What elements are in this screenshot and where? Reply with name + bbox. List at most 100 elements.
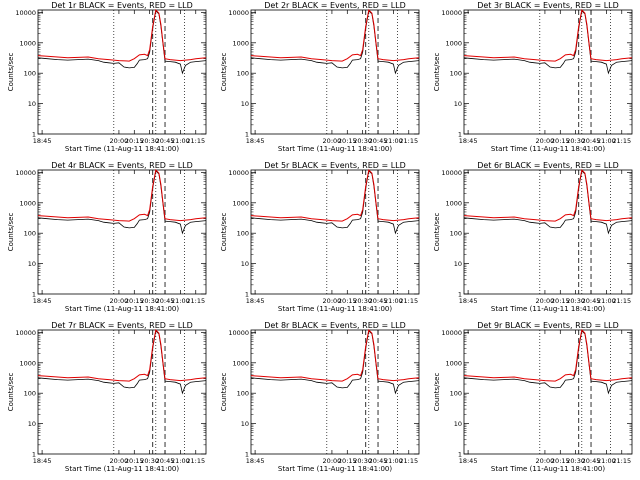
x-tick-label: 20:15 — [551, 457, 570, 465]
y-tick-label: 1000 — [445, 39, 462, 47]
x-axis-label: Start Time (11-Aug-11 18:41:00) — [278, 465, 392, 473]
y-tick-label: 10 — [28, 420, 36, 428]
y-tick-label: 100 — [237, 390, 249, 398]
y-tick-label: 1000 — [445, 199, 462, 207]
y-tick-label: 1 — [458, 131, 462, 139]
y-tick-label: 1 — [245, 451, 249, 459]
x-tick-label: 20:00 — [536, 137, 555, 145]
x-axis-label: Start Time (11-Aug-11 18:41:00) — [65, 145, 179, 153]
series-lld-line — [250, 328, 420, 382]
y-tick-label: 1000 — [19, 359, 36, 367]
series-lld-line — [463, 168, 633, 222]
x-tick-label: 20:30 — [566, 297, 585, 305]
x-tick-label: 18:45 — [459, 137, 478, 145]
x-tick-label: 21:15 — [186, 137, 205, 145]
panel-title: Det 1r BLACK = Events, RED = LLD — [51, 1, 193, 10]
y-tick-label: 100 — [24, 70, 36, 78]
x-tick-label: 20:00 — [110, 457, 129, 465]
x-tick-label: 20:45 — [156, 457, 175, 465]
y-tick-label: 10000 — [15, 9, 36, 17]
x-tick-label: 21:15 — [399, 457, 418, 465]
series-lld-line — [37, 168, 207, 222]
x-tick-label: 18:45 — [246, 137, 265, 145]
x-axis-label: Start Time (11-Aug-11 18:41:00) — [491, 465, 605, 473]
y-tick-label: 10000 — [15, 169, 36, 177]
chart-panel: Det 8r BLACK = Events, RED = LLD 1 10 100 10… — [220, 321, 420, 473]
x-tick-label: 20:45 — [369, 457, 388, 465]
y-axis-label: Counts/sec — [220, 373, 228, 412]
series-events-line — [37, 10, 207, 75]
y-tick-label: 100 — [237, 230, 249, 238]
series-events-line — [250, 170, 420, 235]
x-tick-label: 20:00 — [323, 297, 342, 305]
x-tick-label: 20:15 — [338, 457, 357, 465]
x-tick-label: 20:30 — [353, 457, 372, 465]
panel-title: Det 9r BLACK = Events, RED = LLD — [477, 321, 619, 330]
plot-frame — [463, 169, 633, 295]
x-tick-label: 21:15 — [612, 137, 631, 145]
x-tick-label: 21:00 — [384, 137, 403, 145]
x-tick-label: 18:45 — [246, 297, 265, 305]
chart-panel: Det 6r BLACK = Events, RED = LLD 1 10 100 10… — [433, 161, 633, 313]
x-tick-label: 20:15 — [125, 137, 144, 145]
panel-title: Det 8r BLACK = Events, RED = LLD — [264, 321, 406, 330]
x-tick-label: 20:45 — [156, 297, 175, 305]
x-tick-label: 20:15 — [125, 297, 144, 305]
x-tick-label: 18:45 — [33, 297, 52, 305]
x-tick-label: 18:45 — [246, 457, 265, 465]
chart-panel: Det 4r BLACK = Events, RED = LLD 1 10 100 10… — [7, 161, 207, 313]
x-tick-label: 21:00 — [597, 297, 616, 305]
x-axis-label: Start Time (11-Aug-11 18:41:00) — [491, 145, 605, 153]
series-events-line — [250, 10, 420, 75]
y-axis-label: Counts/sec — [220, 53, 228, 92]
series-lld-line — [463, 328, 633, 382]
plot-frame — [250, 169, 420, 295]
panel-title: Det 7r BLACK = Events, RED = LLD — [51, 321, 193, 330]
x-tick-label: 20:30 — [353, 137, 372, 145]
plot-frame — [250, 9, 420, 135]
x-tick-label: 20:45 — [582, 457, 601, 465]
y-tick-label: 10 — [454, 420, 462, 428]
x-axis-label: Start Time (11-Aug-11 18:41:00) — [491, 305, 605, 313]
y-tick-label: 100 — [24, 390, 36, 398]
y-tick-label: 100 — [24, 230, 36, 238]
y-tick-label: 1 — [458, 291, 462, 299]
y-tick-label: 1000 — [232, 39, 249, 47]
x-tick-label: 21:00 — [384, 457, 403, 465]
series-lld-line — [463, 8, 633, 62]
y-tick-label: 1 — [32, 131, 36, 139]
y-tick-label: 10000 — [441, 169, 462, 177]
x-tick-label: 20:15 — [338, 297, 357, 305]
x-tick-label: 21:15 — [612, 457, 631, 465]
series-events-line — [463, 10, 633, 75]
x-tick-label: 21:00 — [171, 457, 190, 465]
x-tick-label: 20:45 — [582, 137, 601, 145]
panel-title: Det 3r BLACK = Events, RED = LLD — [477, 1, 619, 10]
x-tick-label: 21:00 — [597, 457, 616, 465]
x-tick-label: 20:15 — [125, 457, 144, 465]
plot-frame — [37, 329, 207, 455]
y-tick-label: 10 — [241, 100, 249, 108]
x-tick-label: 20:00 — [110, 297, 129, 305]
y-tick-label: 1 — [32, 291, 36, 299]
y-axis-label: Counts/sec — [7, 53, 15, 92]
y-axis-label: Counts/sec — [7, 373, 15, 412]
x-tick-label: 21:15 — [186, 457, 205, 465]
y-tick-label: 100 — [450, 230, 462, 238]
x-tick-label: 20:15 — [551, 137, 570, 145]
y-tick-label: 10 — [28, 260, 36, 268]
y-axis-label: Counts/sec — [433, 53, 441, 92]
x-tick-label: 20:45 — [369, 137, 388, 145]
panel-title: Det 4r BLACK = Events, RED = LLD — [51, 161, 193, 170]
series-events-line — [37, 330, 207, 395]
series-lld-line — [37, 328, 207, 382]
x-axis-label: Start Time (11-Aug-11 18:41:00) — [65, 465, 179, 473]
x-tick-label: 20:30 — [140, 457, 159, 465]
series-events-line — [463, 170, 633, 235]
y-tick-label: 100 — [237, 70, 249, 78]
y-tick-label: 1 — [32, 451, 36, 459]
x-tick-label: 20:45 — [582, 297, 601, 305]
series-lld-line — [250, 8, 420, 62]
x-tick-label: 20:30 — [353, 297, 372, 305]
y-tick-label: 1000 — [232, 199, 249, 207]
